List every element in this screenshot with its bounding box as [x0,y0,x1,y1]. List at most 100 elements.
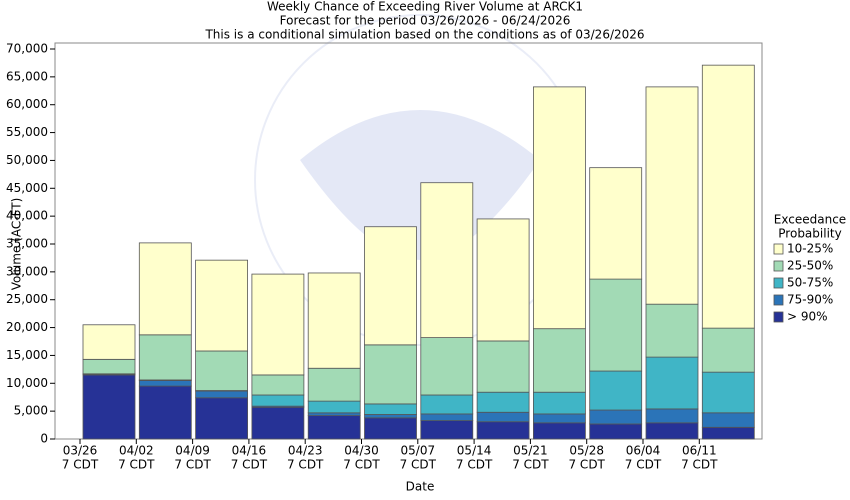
y-tick-label: 30,000 [6,264,48,278]
bar-segment [645,303,699,358]
x-tick-sublabel: 7 CDT [456,458,493,472]
bar-segment [701,64,755,329]
bar-segment [476,411,530,423]
x-tick-label: 05/14 [457,444,492,458]
y-tick-label: 25,000 [6,292,48,306]
bar-segment [82,358,136,375]
bar-segment [645,356,699,410]
y-tick-label: 40,000 [6,209,48,223]
bar-segment [420,337,474,396]
legend-title: Probability [778,227,841,241]
x-tick-sublabel: 7 CDT [174,458,211,472]
legend-title: Exceedance [774,213,846,227]
bar-segment [82,324,136,360]
x-tick-label: 05/07 [401,444,436,458]
y-tick-label: 65,000 [6,69,48,83]
legend-label: 10-25% [787,242,833,256]
x-tick-sublabel: 7 CDT [400,458,437,472]
bar-segment [195,397,249,440]
bar-segment [701,412,755,428]
x-tick-sublabel: 7 CDT [287,458,324,472]
x-tick-label: 06/04 [626,444,661,458]
legend-label: > 90% [787,310,828,324]
bar-segment [476,218,530,342]
bar-segment [420,394,474,415]
bar-segment [307,415,361,440]
bar-segment [589,370,643,411]
bar-segment [307,412,361,417]
bar-segment [645,408,699,424]
bar-segment [476,391,530,413]
x-tick-label: 05/21 [513,444,548,458]
bar-segment [589,409,643,425]
y-tick-label: 10,000 [6,376,48,390]
bar-segment [589,278,643,372]
bar-segment [364,344,417,405]
bar-segment [138,380,192,387]
bar-segment [251,406,305,440]
bar-segment [533,391,586,415]
bar-segment [701,426,755,440]
bar-segment [251,273,305,376]
legend-swatch [773,243,784,255]
bar-segment [251,374,305,396]
bar-segment [195,390,249,399]
y-tick-label: 70,000 [6,42,48,56]
bar-segment [476,340,530,393]
bar-segment [364,417,417,440]
y-tick-label: 55,000 [6,125,48,139]
y-tick-label: 45,000 [6,181,48,195]
bar-segment [82,374,136,440]
bar-segment [138,334,192,381]
x-tick-label: 05/28 [569,444,604,458]
y-axis-label: Volume (AC-FT) [10,198,24,291]
chart-subtitle: This is a conditional simulation based o… [204,28,644,42]
x-tick-label: 04/30 [344,444,379,458]
bar-segment [364,403,417,415]
bar-segment [138,385,192,440]
bar-segment [589,167,643,280]
bar-segment [364,414,417,419]
bar-segment [251,394,305,407]
chart-title: Weekly Chance of Exceeding River Volume … [267,0,583,14]
y-tick-label: 0 [40,432,48,446]
bar-segment [195,259,249,352]
y-tick-label: 5,000 [14,404,48,418]
x-tick-sublabel: 7 CDT [681,458,718,472]
x-tick-label: 04/16 [232,444,267,458]
y-tick-label: 60,000 [6,97,48,111]
bar-segment [364,226,417,346]
x-tick-sublabel: 7 CDT [512,458,549,472]
y-tick-label: 50,000 [6,153,48,167]
x-tick-sublabel: 7 CDT [568,458,605,472]
bar-segment [701,371,755,414]
x-tick-sublabel: 7 CDT [62,458,99,472]
x-tick-label: 04/02 [119,444,154,458]
x-tick-sublabel: 7 CDT [343,458,380,472]
x-tick-label: 06/11 [682,444,717,458]
x-tick-label: 04/09 [175,444,210,458]
legend-swatch [773,260,784,272]
y-tick-label: 35,000 [6,237,48,251]
bar-segment [645,86,699,305]
x-tick-label: 04/23 [288,444,323,458]
bar-segment [138,242,192,336]
legend-swatch [773,294,784,306]
bar-segment [307,400,361,414]
bar-segment [533,86,586,330]
bar-segment [533,422,586,440]
bar-segment [476,421,530,440]
legend-label: 25-50% [787,259,833,273]
bar-segment [420,413,474,422]
legend-swatch [773,311,784,323]
legend-swatch [773,277,784,289]
x-tick-sublabel: 7 CDT [118,458,155,472]
bar-segment [645,422,699,440]
x-tick-sublabel: 7 CDT [231,458,268,472]
x-axis-label: Date [406,480,435,494]
y-tick-label: 20,000 [6,320,48,334]
bar-segment [533,328,586,393]
bar-segment [420,420,474,440]
bar-segment [195,350,249,391]
